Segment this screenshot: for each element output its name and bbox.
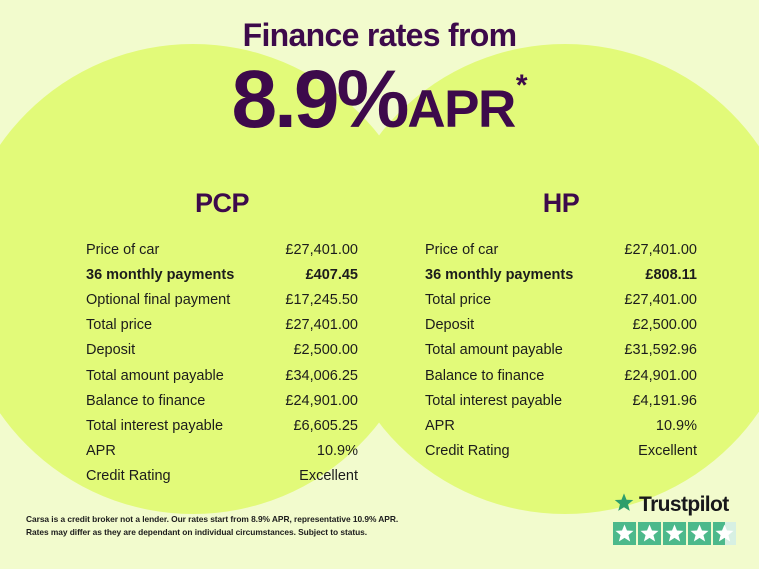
row-value: £24,901.00 bbox=[285, 392, 358, 409]
table-row: Deposit £2,500.00 bbox=[86, 338, 358, 363]
star-icon-filled bbox=[663, 522, 686, 545]
row-label: Total amount payable bbox=[425, 342, 563, 359]
table-row: Total price £27,401.00 bbox=[425, 287, 697, 312]
trustpilot-star-icon bbox=[613, 492, 635, 518]
row-value: £27,401.00 bbox=[624, 291, 697, 308]
header: Finance rates from 8.9% APR * bbox=[0, 17, 759, 141]
table-row: 36 monthly payments £407.45 bbox=[86, 262, 358, 287]
table-row: Credit Rating Excellent bbox=[86, 464, 358, 489]
plan-hp: HP Price of car £27,401.00 36 monthly paym… bbox=[425, 188, 697, 464]
row-label: APR bbox=[86, 443, 116, 460]
star-icon-filled bbox=[613, 522, 636, 545]
apr-rate-value: 8.9% bbox=[231, 54, 410, 146]
row-value: Excellent bbox=[638, 443, 697, 460]
disclaimer-text: Carsa is a credit broker not a lender. O… bbox=[26, 513, 426, 539]
disclaimer-line-2: Rates may differ as they are dependant o… bbox=[26, 527, 368, 538]
row-value: 10.9% bbox=[316, 443, 358, 460]
row-label: Total interest payable bbox=[425, 392, 563, 409]
row-label: Total amount payable bbox=[86, 367, 224, 384]
plan-hp-title: HP bbox=[542, 188, 580, 218]
row-value: £34,006.25 bbox=[285, 367, 358, 384]
table-row: Optional final payment £17,245.50 bbox=[86, 287, 358, 312]
row-label: Price of car bbox=[86, 241, 160, 258]
row-label: Total price bbox=[425, 291, 492, 308]
row-label: 36 monthly payments bbox=[425, 266, 574, 283]
row-value: 10.9% bbox=[655, 417, 697, 434]
row-value: £2,500.00 bbox=[293, 342, 358, 359]
row-value: £27,401.00 bbox=[285, 317, 358, 334]
row-label: Optional final payment bbox=[86, 291, 231, 308]
plan-pcp-title: PCP bbox=[194, 188, 250, 218]
row-label: 36 monthly payments bbox=[86, 266, 235, 283]
table-row: Total interest payable £4,191.96 bbox=[425, 388, 697, 413]
trustpilot-logo: Trustpilot bbox=[613, 492, 741, 518]
table-row: APR 10.9% bbox=[86, 439, 358, 464]
asterisk-marker: * bbox=[515, 69, 528, 103]
star-icon-half bbox=[713, 522, 736, 545]
table-row: Total interest payable £6,605.25 bbox=[86, 413, 358, 438]
row-label: Balance to finance bbox=[425, 367, 545, 384]
table-row: Deposit £2,500.00 bbox=[425, 313, 697, 338]
row-value: £407.45 bbox=[305, 266, 358, 283]
table-row: Total amount payable £34,006.25 bbox=[86, 363, 358, 388]
row-value: £6,605.25 bbox=[293, 417, 358, 434]
row-value: £808.11 bbox=[645, 266, 697, 283]
row-value: £27,401.00 bbox=[624, 241, 697, 258]
plan-pcp-rows: Price of car £27,401.00 36 monthly payment… bbox=[86, 237, 358, 489]
disclaimer-line-1: Carsa is a credit broker not a lender. O… bbox=[26, 514, 399, 524]
row-value: £4,191.96 bbox=[632, 392, 697, 409]
table-row: Price of car £27,401.00 bbox=[86, 237, 358, 262]
row-label: Price of car bbox=[425, 241, 499, 258]
row-value: £27,401.00 bbox=[285, 241, 358, 258]
plan-pcp: PCP Price of car £27,401.00 36 monthly pay… bbox=[86, 188, 358, 489]
row-value: £17,245.50 bbox=[285, 291, 358, 308]
table-row: Total amount payable £31,592.96 bbox=[425, 338, 697, 363]
page-title: Finance rates from bbox=[242, 17, 517, 53]
table-row: 36 monthly payments £808.11 bbox=[425, 262, 697, 287]
table-row: Price of car £27,401.00 bbox=[425, 237, 697, 262]
trustpilot-wordmark-text: Trustpilot bbox=[639, 493, 729, 516]
row-value: Excellent bbox=[299, 468, 358, 485]
row-label: Credit Rating bbox=[425, 443, 510, 460]
table-row: Total price £27,401.00 bbox=[86, 313, 358, 338]
table-row: Balance to finance £24,901.00 bbox=[86, 388, 358, 413]
table-row: Credit Rating Excellent bbox=[425, 439, 697, 464]
table-row: Balance to finance £24,901.00 bbox=[425, 363, 697, 388]
star-icon-filled bbox=[688, 522, 711, 545]
row-label: Total price bbox=[86, 317, 153, 334]
table-row: APR 10.9% bbox=[425, 413, 697, 438]
row-label: Total interest payable bbox=[86, 417, 224, 434]
row-label: Deposit bbox=[425, 317, 475, 334]
row-value: £31,592.96 bbox=[624, 342, 697, 359]
row-label: Deposit bbox=[86, 342, 136, 359]
apr-label: APR bbox=[407, 80, 516, 140]
rate-display: 8.9% APR * bbox=[0, 59, 759, 141]
row-label: Credit Rating bbox=[86, 468, 171, 485]
plan-hp-rows: Price of car £27,401.00 36 monthly payment… bbox=[425, 237, 697, 464]
trustpilot-rating[interactable]: Trustpilot bbox=[613, 492, 741, 545]
trustpilot-stars bbox=[613, 522, 741, 545]
row-value: £24,901.00 bbox=[624, 367, 697, 384]
row-value: £2,500.00 bbox=[632, 317, 697, 334]
star-icon-filled bbox=[638, 522, 661, 545]
row-label: APR bbox=[425, 417, 455, 434]
row-label: Balance to finance bbox=[86, 392, 206, 409]
